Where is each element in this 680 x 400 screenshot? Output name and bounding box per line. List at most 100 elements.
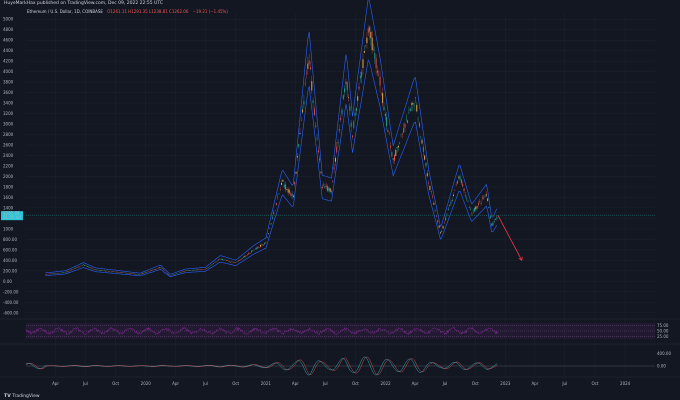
y-tick-label: 4000 <box>3 69 14 74</box>
price-tag-value: 1262.06 <box>3 211 20 216</box>
candle <box>375 58 377 68</box>
candle <box>346 82 348 91</box>
arrow-head <box>518 256 523 262</box>
candle <box>495 219 496 220</box>
candle <box>307 63 309 69</box>
y-tick-label: 2400 <box>3 153 14 158</box>
candle <box>479 201 481 203</box>
candle <box>292 195 294 197</box>
candle <box>81 265 83 266</box>
candle <box>268 233 269 234</box>
rsi-line <box>25 326 499 336</box>
candle <box>334 157 336 162</box>
candle <box>286 189 288 191</box>
x-tick-label: Oct <box>112 381 119 386</box>
oscillator-pane[interactable]: 400.00 0.00 <box>0 343 680 378</box>
footer-brand: TradingView <box>12 394 40 399</box>
y-tick-label: 3000 <box>3 122 14 127</box>
candle <box>374 53 376 59</box>
candle <box>319 158 321 161</box>
candle <box>428 182 430 184</box>
candle <box>361 72 363 77</box>
candle <box>345 81 347 84</box>
candle <box>449 205 451 206</box>
candle <box>488 206 490 209</box>
candle <box>240 259 242 260</box>
y-tick-label: 400.00 <box>3 258 17 263</box>
candle <box>333 167 335 170</box>
candle <box>382 93 384 104</box>
lower-band <box>45 59 498 278</box>
candle <box>245 255 247 256</box>
candle <box>248 252 250 255</box>
x-tick-label: 2023 <box>500 381 511 386</box>
candle <box>442 226 444 229</box>
candle <box>437 220 439 223</box>
candle <box>387 130 389 133</box>
y-tick-label: 2600 <box>3 143 14 148</box>
candles <box>44 25 498 276</box>
candle <box>489 216 491 219</box>
y-tick-label: 3200 <box>3 111 14 116</box>
price-tag-box <box>1 211 23 221</box>
candle <box>363 50 365 53</box>
x-tick-label: Jul <box>442 381 448 386</box>
candle <box>89 267 91 268</box>
arrow-shaft <box>497 214 523 261</box>
candle <box>438 225 440 228</box>
candle <box>303 100 305 105</box>
candle <box>354 112 356 116</box>
y-tick-label: 3400 <box>3 101 14 106</box>
candle <box>75 267 76 269</box>
candle <box>447 208 449 211</box>
candle <box>88 266 90 268</box>
y-tick-label: 4600 <box>3 38 14 43</box>
candle <box>329 188 331 192</box>
candle <box>422 146 424 152</box>
candle <box>212 263 214 264</box>
price-axis[interactable]: 5000 4800 4600 4400 4200 4000 3800 3600 3400 3200… <box>3 17 19 316</box>
candle <box>418 123 420 127</box>
candle <box>215 261 217 263</box>
candle <box>425 163 427 167</box>
candle <box>344 88 346 93</box>
candle <box>471 213 473 215</box>
candle <box>295 171 297 174</box>
candle <box>302 109 304 113</box>
candle <box>290 193 292 196</box>
candle <box>369 27 370 32</box>
candle <box>487 198 489 201</box>
candle <box>371 37 373 51</box>
rsi-level-label: 25.00 <box>657 334 669 339</box>
candle <box>424 155 426 160</box>
candle <box>349 106 351 111</box>
candle <box>324 186 326 188</box>
upper-band <box>45 0 498 275</box>
y-tick-label: 4400 <box>3 48 14 53</box>
time-axis[interactable]: Apr Jul Oct 2020 Apr Jul Oct 2021 Apr Jul Oct 2022 A… <box>52 381 631 386</box>
chart-legend: Ethereum / U.S. Dollar, 1D, COINBASE O12… <box>27 9 228 14</box>
candle <box>451 200 453 201</box>
candle <box>247 254 248 256</box>
candle <box>285 184 286 190</box>
y-tick-label: 2000 <box>3 174 14 179</box>
candle <box>470 208 472 210</box>
candle <box>201 269 202 270</box>
y-tick-label: -200.00 <box>3 289 19 294</box>
candle <box>403 128 405 133</box>
candle <box>311 81 313 91</box>
candle <box>317 150 319 153</box>
candle <box>294 182 296 185</box>
candle <box>462 184 464 187</box>
y-tick-label: 2800 <box>3 132 14 137</box>
candle <box>262 244 264 246</box>
legend-symbol: Ethereum / U.S. Dollar, 1D, COINBASE <box>27 9 103 14</box>
candle <box>264 243 265 244</box>
candle <box>283 184 285 188</box>
candle <box>357 96 359 101</box>
candle <box>366 37 368 44</box>
candle <box>370 31 372 39</box>
x-tick-label: Oct <box>232 381 239 386</box>
